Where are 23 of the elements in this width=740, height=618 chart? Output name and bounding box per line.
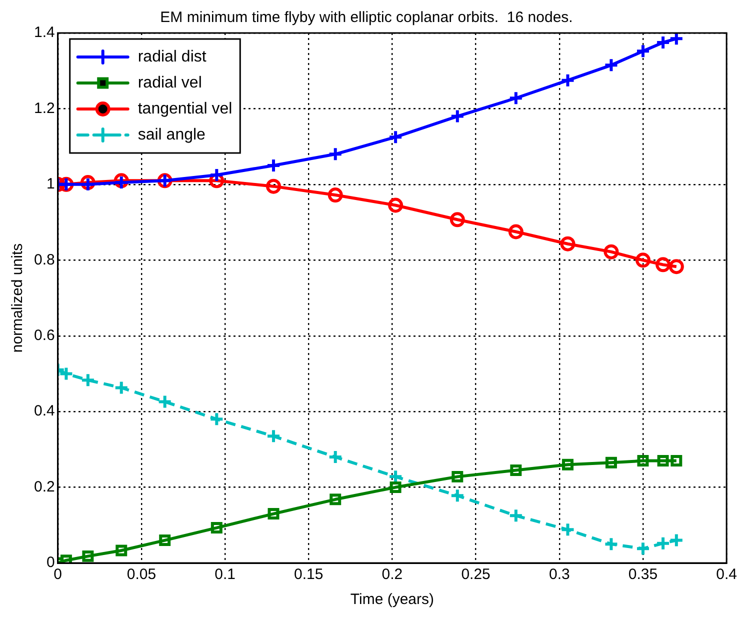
x-tick-label: 0.4 xyxy=(716,566,738,584)
y-tick-label: 1.4 xyxy=(34,24,55,42)
x-tick-label: 0.35 xyxy=(628,566,658,584)
y-tick-label: 0.6 xyxy=(34,327,55,344)
x-tick-label: 0.3 xyxy=(548,566,570,584)
legend-label: sail angle xyxy=(138,126,206,144)
x-tick-label: 0.25 xyxy=(461,566,490,584)
legend-label: radial dist xyxy=(138,48,207,66)
y-tick-label: 0 xyxy=(46,554,55,572)
y-axis-title: normalized units xyxy=(9,243,26,353)
x-axis-title: Time (years) xyxy=(350,591,434,608)
chart-title: EM minimum time flyby with elliptic coplanar orbits. 16 nodes. xyxy=(160,9,573,26)
y-tick-label: 1 xyxy=(46,176,55,193)
y-tick-label: 0.2 xyxy=(34,478,55,496)
y-tick-label: 0.4 xyxy=(34,402,55,420)
x-tick-label: 0.2 xyxy=(382,566,403,584)
y-tick-label: 1.2 xyxy=(34,100,55,117)
x-tick-label: 0.15 xyxy=(294,566,324,584)
legend-label: tangential vel xyxy=(138,100,232,118)
legend-label: radial vel xyxy=(138,74,202,92)
x-tick-label: 0.05 xyxy=(126,566,156,584)
x-tick-label: 0.1 xyxy=(214,566,236,584)
y-tick-label: 0.8 xyxy=(34,251,55,268)
